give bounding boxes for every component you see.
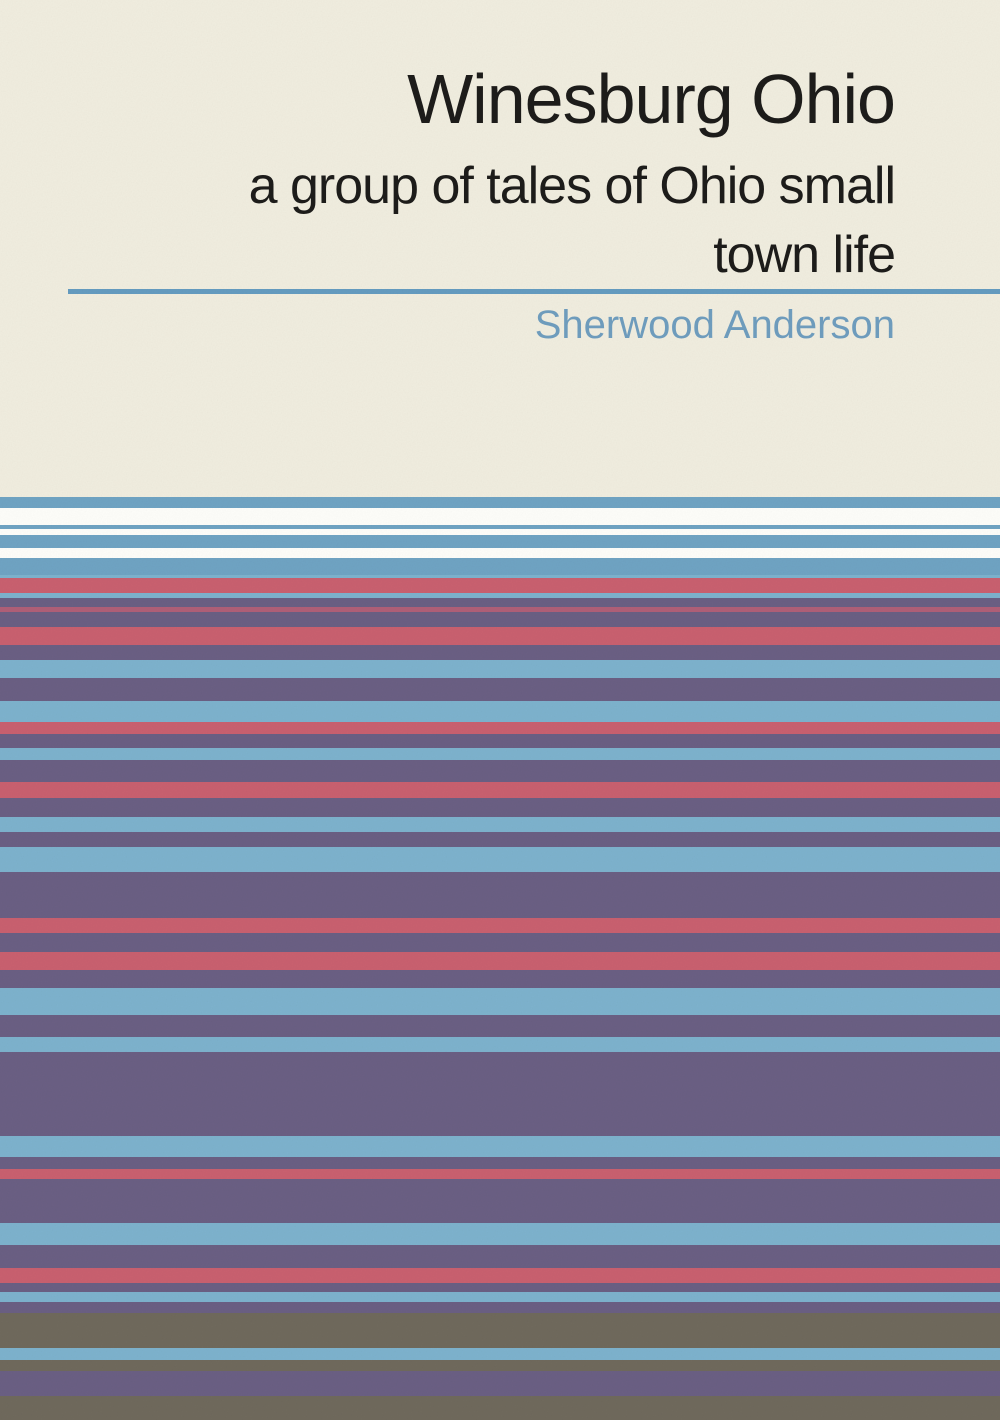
stripe [0, 760, 1000, 782]
stripe [0, 1015, 1000, 1037]
author-name: Sherwood Anderson [534, 303, 895, 347]
stripe [0, 1179, 1000, 1223]
stripe [0, 988, 1000, 1015]
stripe [0, 1157, 1000, 1169]
stripes-section [0, 497, 1000, 1420]
book-subtitle: a group of tales of Ohio small town life [0, 152, 896, 289]
stripe [0, 817, 1000, 832]
stripe [0, 970, 1000, 988]
stripe [0, 1268, 1000, 1283]
stripe [0, 1371, 1000, 1396]
book-title: Winesburg Ohio [407, 60, 896, 138]
stripe [0, 918, 1000, 933]
stripe [0, 832, 1000, 847]
stripe [0, 508, 1000, 525]
stripe [0, 535, 1000, 548]
stripe [0, 1360, 1000, 1371]
subtitle-line-2: town life [713, 225, 896, 284]
stripe [0, 645, 1000, 660]
stripe [0, 660, 1000, 678]
stripe [0, 1037, 1000, 1052]
stripe [0, 1348, 1000, 1360]
stripe [0, 1313, 1000, 1348]
stripe [0, 1245, 1000, 1268]
stripe [0, 798, 1000, 817]
stripe [0, 722, 1000, 734]
stripe [0, 1283, 1000, 1292]
stripe [0, 548, 1000, 558]
divider-rule [68, 289, 1000, 294]
stripe [0, 497, 1000, 508]
stripe [0, 678, 1000, 701]
stripe [0, 1136, 1000, 1157]
stripe [0, 558, 1000, 575]
stripe [0, 1052, 1000, 1136]
stripe [0, 598, 1000, 607]
stripe [0, 748, 1000, 760]
stripe [0, 1169, 1000, 1179]
subtitle-line-1: a group of tales of Ohio small [248, 157, 896, 215]
stripe [0, 782, 1000, 798]
stripe [0, 1396, 1000, 1420]
stripe [0, 734, 1000, 748]
stripe [0, 627, 1000, 645]
stripe [0, 701, 1000, 722]
stripe [0, 612, 1000, 627]
stripe [0, 952, 1000, 970]
stripe [0, 1302, 1000, 1313]
stripe [0, 872, 1000, 918]
stripe [0, 847, 1000, 872]
stripe [0, 1292, 1000, 1302]
stripe [0, 1223, 1000, 1245]
stripe [0, 578, 1000, 593]
stripe [0, 933, 1000, 952]
